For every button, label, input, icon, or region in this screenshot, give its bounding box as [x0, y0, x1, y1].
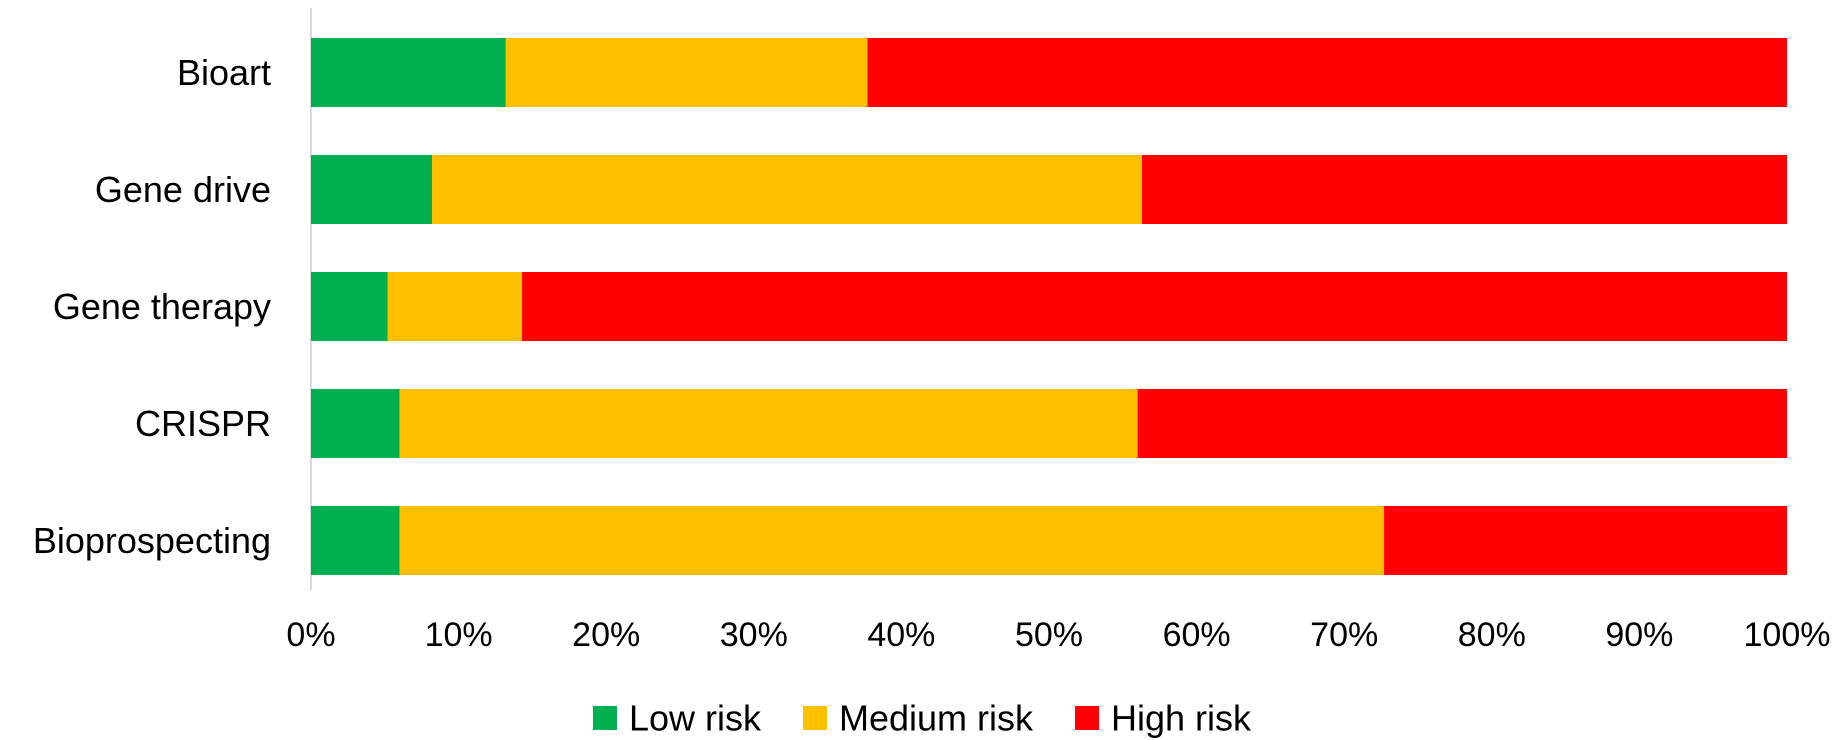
bar-bioart-low-risk — [311, 38, 506, 107]
x-tick-label: 40% — [867, 616, 935, 654]
x-tick-label: 90% — [1605, 616, 1673, 654]
bar-crispr-low-risk — [311, 389, 400, 458]
bar-bioprospecting-low-risk — [311, 506, 400, 575]
legend-label: Medium risk — [839, 698, 1034, 739]
x-tick-label: 60% — [1163, 616, 1231, 654]
bar-crispr-high-risk — [1137, 389, 1787, 458]
category-label: CRISPR — [135, 403, 271, 444]
bar-gene-therapy-low-risk — [311, 272, 388, 341]
bar-bioprospecting-medium-risk — [399, 506, 1385, 575]
category-labels: Bioart Gene drive Gene therapy CRISPR Biopro… — [33, 52, 271, 561]
bar-bioart-high-risk — [867, 38, 1787, 107]
bar-bioart-medium-risk — [505, 38, 868, 107]
category-label: Bioart — [177, 52, 271, 93]
bar-gene-therapy-high-risk — [522, 272, 1787, 341]
bar-crispr-medium-risk — [399, 389, 1138, 458]
category-label: Gene therapy — [53, 286, 271, 327]
bar-bioprospecting-high-risk — [1384, 506, 1787, 575]
legend-swatch-medium-risk — [802, 706, 827, 730]
x-axis-tick-labels: 0% 10% 20% 30% 40% 50% 60% 70% 80% 90% 100% — [286, 616, 1830, 654]
x-tick-label: 10% — [425, 616, 493, 654]
legend-label: Low risk — [629, 698, 762, 739]
bar-gene-drive-low-risk — [311, 155, 433, 224]
category-label: Gene drive — [95, 169, 271, 210]
x-tick-label: 0% — [286, 616, 335, 654]
bar-gene-drive-high-risk — [1141, 155, 1787, 224]
legend-label: High risk — [1111, 698, 1252, 739]
x-tick-label: 20% — [572, 616, 640, 654]
x-tick-label: 80% — [1458, 616, 1526, 654]
x-tick-label: 50% — [1015, 616, 1083, 654]
x-tick-label: 100% — [1744, 616, 1831, 654]
bars-group — [311, 38, 1787, 575]
x-tick-label: 70% — [1310, 616, 1378, 654]
legend: Low risk Medium risk High risk — [592, 698, 1252, 739]
category-label: Bioprospecting — [33, 520, 271, 561]
x-tick-label: 30% — [720, 616, 788, 654]
legend-swatch-high-risk — [1075, 706, 1100, 730]
bar-gene-therapy-medium-risk — [387, 272, 523, 341]
bar-gene-drive-medium-risk — [432, 155, 1142, 224]
legend-swatch-low-risk — [592, 706, 617, 730]
